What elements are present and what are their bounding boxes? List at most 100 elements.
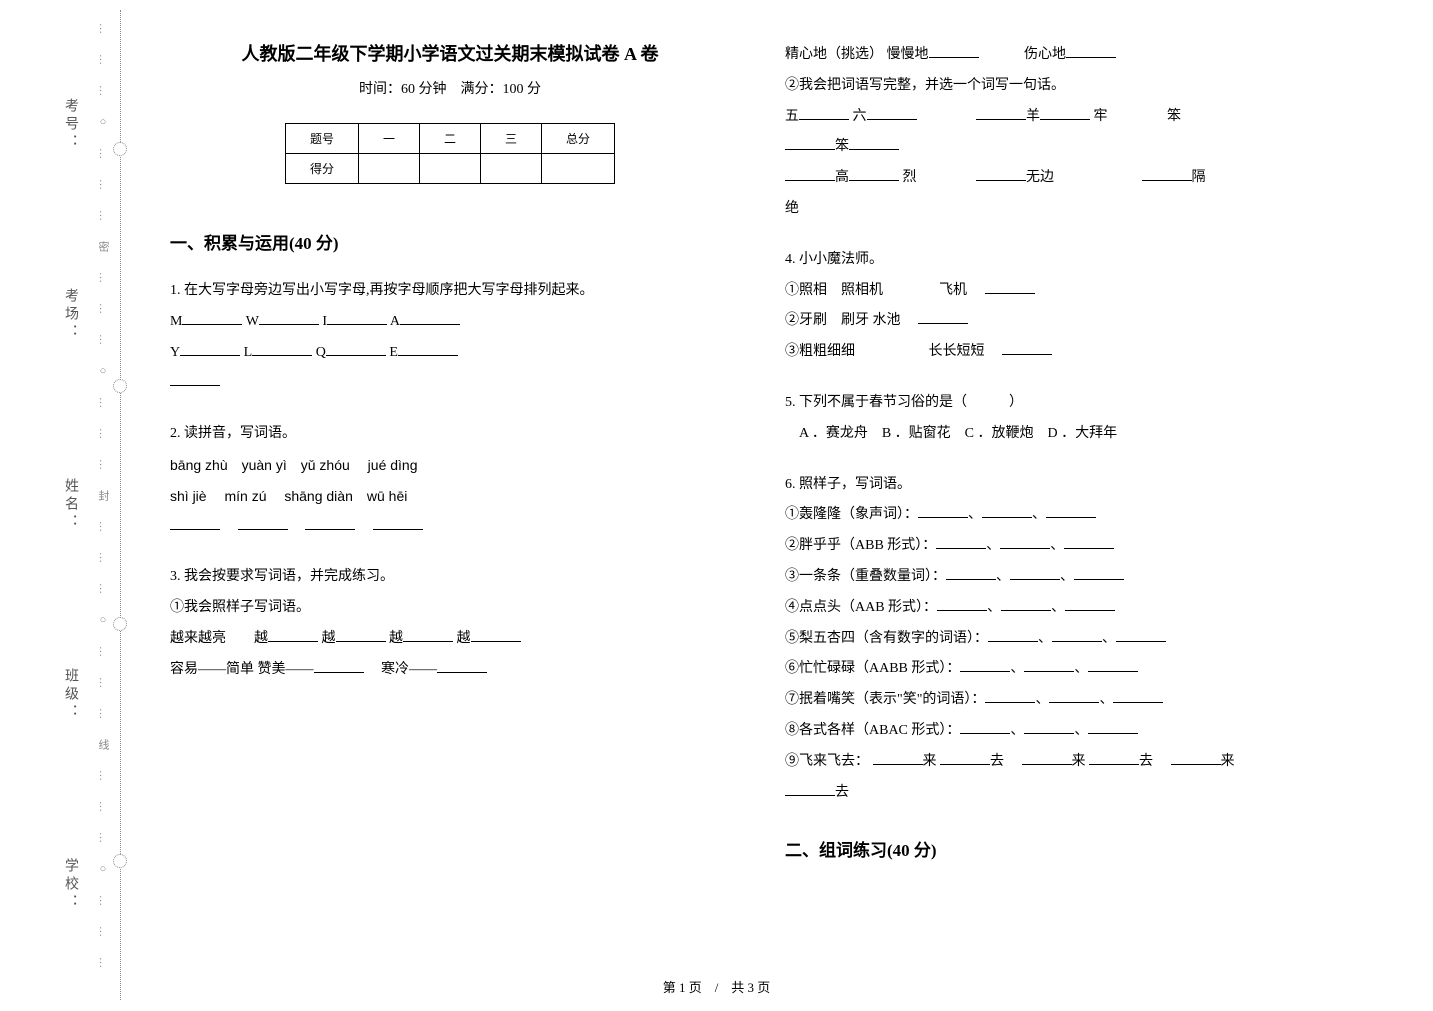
text: 去 [990, 754, 1004, 769]
th-2: 二 [419, 124, 480, 154]
q1-text: 1. 在大写字母旁边写出小写字母,再按字母顺序把大写字母排列起来。 [170, 276, 730, 307]
text: 五 [785, 109, 799, 124]
blank [170, 514, 220, 530]
text: 越 [389, 631, 403, 646]
text: 六 [853, 109, 867, 124]
question-1: 1. 在大写字母旁边写出小写字母,再按字母顺序把大写字母排列起来。 M W I … [170, 276, 730, 399]
blank [785, 165, 835, 181]
text: 无边 [1026, 170, 1054, 185]
q4-line3: ③粗粗细细 长长短短 [785, 337, 1345, 368]
blank [336, 626, 386, 642]
q4-line1: ①照相 照相机 飞机 [785, 276, 1345, 307]
text: 精心地（挑选） 慢慢地 [785, 47, 929, 62]
question-3: 3. 我会按要求写词语，并完成练习。 ①我会照样子写词语。 越来越亮 越 越 越… [170, 562, 730, 685]
seal-circles [113, 30, 127, 980]
td-blank [358, 154, 419, 184]
th-num: 题号 [285, 124, 358, 154]
text: 伤心地 [1024, 47, 1066, 62]
blank [976, 104, 1026, 120]
question-2: 2. 读拼音，写词语。 bāng zhù yuàn yì yǔ zhóu jué… [170, 419, 730, 542]
exam-subtitle: 时间：60 分钟 满分：100 分 [170, 78, 730, 98]
blank [400, 309, 460, 325]
letter: M [170, 314, 182, 329]
text: ②牙刷 刷牙 水池 [785, 313, 901, 328]
page-footer: 第 1 页 / 共 3 页 [0, 977, 1433, 996]
blank [403, 626, 453, 642]
q2-pinyin2: shì jiè mín zú shāng diàn wū hēi [170, 481, 730, 512]
blank [1088, 656, 1138, 672]
q2-text: 2. 读拼音，写词语。 [170, 419, 730, 450]
blank [314, 657, 364, 673]
blank [799, 104, 849, 120]
blank [268, 626, 318, 642]
blank [988, 626, 1038, 642]
q1-letters-row2: Y L Q E [170, 338, 730, 369]
td-blank [419, 154, 480, 184]
table-row: 得分 [285, 154, 614, 184]
blank [960, 718, 1010, 734]
text: 羊 [1026, 109, 1040, 124]
q6-item: ⑦抿着嘴笑（表示"笑"的词语）：、、 [785, 685, 1345, 716]
q6-item: ①轰隆隆（象声词）：、、 [785, 500, 1345, 531]
blank [849, 134, 899, 150]
text: ⑨飞来飞去： [785, 754, 869, 769]
blank [326, 340, 386, 356]
text: 越来越亮 越 [170, 631, 268, 646]
text: ⑤梨五杏四（含有数字的词语）： [785, 631, 988, 646]
letter: E [389, 345, 398, 360]
text: ④点点头（AAB 形式）： [785, 600, 937, 615]
blank [929, 42, 979, 58]
q6-item: ⑥忙忙碌碌（AABB 形式）：、、 [785, 654, 1345, 685]
blank [182, 309, 242, 325]
blank [1116, 626, 1166, 642]
text: ③粗粗细细 [785, 344, 855, 359]
blank [437, 657, 487, 673]
letter: Q [316, 345, 326, 360]
q6-item: ④点点头（AAB 形式）：、、 [785, 593, 1345, 624]
text: 去 [1139, 754, 1153, 769]
text: ②胖乎乎（ABB 形式）： [785, 538, 936, 553]
right-column: 精心地（挑选） 慢慢地 伤心地 ②我会把词语写完整，并选一个词写一句话。 五 六… [785, 40, 1345, 883]
text: 去 [835, 785, 849, 800]
blank [305, 514, 355, 530]
text: 来 [1072, 754, 1086, 769]
blank [1052, 626, 1102, 642]
seal-circle-icon [113, 142, 127, 156]
text: 长长短短 [929, 344, 985, 359]
text: 来 [923, 754, 937, 769]
q3-sub1: ①我会照样子写词语。 [170, 593, 730, 624]
label-school: 学校： [60, 858, 80, 912]
text: ①轰隆隆（象声词）： [785, 507, 918, 522]
td-score-label: 得分 [285, 154, 358, 184]
q6-item9: ⑨飞来飞去： 来 去 来 去 来 [785, 747, 1345, 778]
blank [918, 308, 968, 324]
text: ①照相 照相机 飞机 [785, 283, 967, 298]
seal-circle-icon [113, 379, 127, 393]
q6-item: ②胖乎乎（ABB 形式）：、、 [785, 531, 1345, 562]
text: 笨 [1167, 109, 1181, 124]
q5-options: A ．赛龙舟 B ．贴窗花 C ．放鞭炮 D ．大拜年 [785, 419, 1345, 450]
blank [785, 780, 835, 796]
text: 越 [457, 631, 471, 646]
blank [259, 309, 319, 325]
q3-text: 3. 我会按要求写词语，并完成练习。 [170, 562, 730, 593]
exam-title: 人教版二年级下学期小学语文过关期末模拟试卷 A 卷 [170, 40, 730, 66]
table-row: 题号 一 二 三 总分 [285, 124, 614, 154]
question-4: 4. 小小魔法师。 ①照相 照相机 飞机 ②牙刷 刷牙 水池 ③粗粗细细 长长短… [785, 245, 1345, 368]
q6-item: ⑧各式各样（ABAC 形式）：、、 [785, 716, 1345, 747]
text: 绝 [785, 201, 799, 216]
blank [873, 749, 923, 765]
q3-line4: 五 六 羊 牢 笨 [785, 102, 1345, 133]
q3-line5: 笨 [785, 132, 1345, 163]
blank [238, 514, 288, 530]
td-blank [481, 154, 542, 184]
blank [170, 370, 220, 386]
q3-line2: 容易——简单 赞美—— 寒冷—— [170, 655, 730, 686]
q6-text: 6. 照样子，写词语。 [785, 470, 1345, 501]
seal-circle-icon [113, 854, 127, 868]
q1-letters-row1: M W I A [170, 307, 730, 338]
text: 容易——简单 赞美—— [170, 662, 314, 677]
seal-circle-icon [113, 617, 127, 631]
q3-line7: 绝 [785, 194, 1345, 225]
blank [1010, 564, 1060, 580]
